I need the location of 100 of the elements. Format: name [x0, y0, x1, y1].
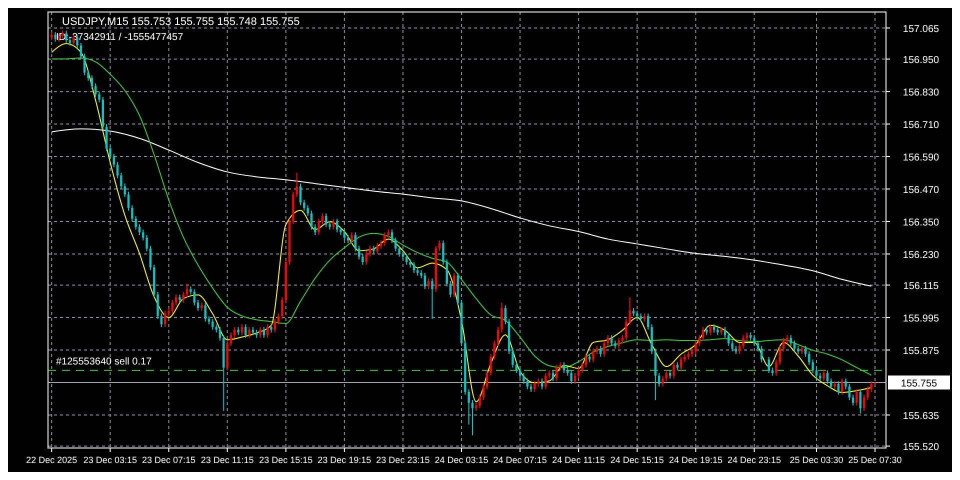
candlestick — [248, 326, 250, 338]
candlestick — [127, 191, 130, 212]
candlestick — [296, 172, 298, 198]
candlestick — [398, 245, 400, 258]
candlestick — [775, 359, 778, 376]
candlestick — [852, 394, 854, 406]
candlestick — [526, 378, 528, 390]
candlestick — [866, 386, 869, 401]
candlestick — [500, 302, 503, 333]
candlestick — [534, 380, 536, 392]
candlestick — [731, 340, 734, 352]
candlestick — [244, 324, 247, 338]
candlestick — [124, 183, 126, 198]
candlestick — [694, 340, 697, 355]
candlestick — [94, 82, 97, 98]
candlestick — [493, 340, 496, 360]
candlestick — [164, 310, 166, 328]
y-tick-label: 155.520 — [902, 442, 940, 454]
x-tick-label: 23 Dec 23:15 — [376, 455, 430, 465]
candlestick — [314, 224, 316, 236]
candlestick — [146, 234, 148, 252]
candlestick — [522, 372, 525, 384]
candlestick — [299, 183, 302, 206]
candlestick — [230, 332, 232, 346]
candlestick — [856, 388, 858, 406]
y-tick-label: 156.350 — [902, 217, 940, 228]
candlestick — [790, 334, 792, 346]
candlestick — [182, 291, 184, 304]
candlestick — [844, 378, 847, 390]
candlestick — [446, 258, 448, 287]
candlestick — [318, 218, 320, 236]
candlestick — [574, 372, 576, 384]
candlestick — [662, 375, 664, 388]
x-tick-label: 24 Dec 03:15 — [434, 455, 488, 465]
y-tick-label: 157.065 — [902, 24, 940, 35]
candlestick — [321, 212, 324, 225]
candlestick — [698, 334, 700, 346]
candlestick — [449, 280, 452, 298]
candlestick — [204, 302, 206, 322]
candlestick — [303, 199, 306, 212]
candlestick — [584, 354, 588, 368]
ref-line-label: 155.755 — [900, 378, 938, 390]
x-tick-label: 25 Dec 03:30 — [790, 455, 844, 465]
candlestick — [837, 380, 840, 396]
candlestick — [218, 326, 222, 342]
x-tick-label: 23 Dec 19:15 — [318, 455, 372, 465]
candlestick — [742, 334, 744, 350]
candlestick — [826, 370, 829, 384]
candlestick — [482, 383, 485, 401]
candlestick — [808, 350, 810, 366]
candlestick — [822, 370, 825, 382]
line-series — [51, 128, 872, 287]
candlestick — [362, 253, 364, 266]
candlestick — [599, 345, 602, 358]
candlestick — [812, 359, 814, 374]
candlestick — [306, 204, 309, 217]
x-tick-label: 23 Dec 07:15 — [142, 455, 196, 465]
candlestick — [259, 326, 262, 338]
candlestick — [782, 337, 785, 352]
candlestick — [665, 370, 668, 382]
candlestick — [562, 362, 566, 374]
candlestick — [468, 388, 470, 425]
candlestick — [368, 245, 372, 258]
candlestick — [618, 337, 620, 350]
y-tick-label: 155.875 — [902, 346, 940, 358]
candlestick — [427, 278, 430, 290]
candlestick — [274, 318, 276, 333]
x-tick-label: 22 Dec 2025 — [26, 455, 78, 465]
candlestick — [804, 345, 807, 358]
candlestick — [131, 204, 134, 222]
candlestick — [512, 348, 514, 368]
candlestick — [138, 224, 141, 236]
candlestick — [384, 232, 386, 246]
candlestick — [709, 324, 712, 336]
y-tick-label: 156.590 — [902, 152, 940, 164]
candlestick — [738, 342, 741, 355]
ref-line-label: #125553640 sell 0.17 — [56, 356, 152, 368]
candlestick — [848, 383, 851, 401]
y-tick-label: 156.830 — [902, 88, 940, 99]
candlestick — [778, 345, 781, 366]
y-tick-label: 156.230 — [902, 250, 940, 261]
candlestick — [768, 356, 770, 374]
x-tick-label: 25 Dec 07:30 — [848, 455, 902, 465]
y-tick-label: 156.470 — [902, 185, 940, 196]
y-tick-label: 156.115 — [903, 281, 940, 292]
candlestick — [354, 232, 356, 252]
candlestick — [606, 334, 609, 346]
x-tick-label: 23 Dec 03:15 — [83, 455, 137, 465]
candlestick — [112, 153, 115, 168]
candlestick — [83, 53, 86, 76]
y-tick-label: 155.995 — [902, 314, 940, 325]
candlestick — [486, 370, 488, 390]
candlestick — [350, 232, 353, 244]
candlestick — [149, 245, 152, 271]
candlestick — [497, 326, 500, 346]
candlestick — [376, 242, 378, 254]
candlestick — [160, 312, 163, 328]
candlestick — [556, 364, 558, 382]
candlestick — [196, 299, 200, 312]
x-tick-label: 24 Dec 15:15 — [610, 455, 664, 465]
